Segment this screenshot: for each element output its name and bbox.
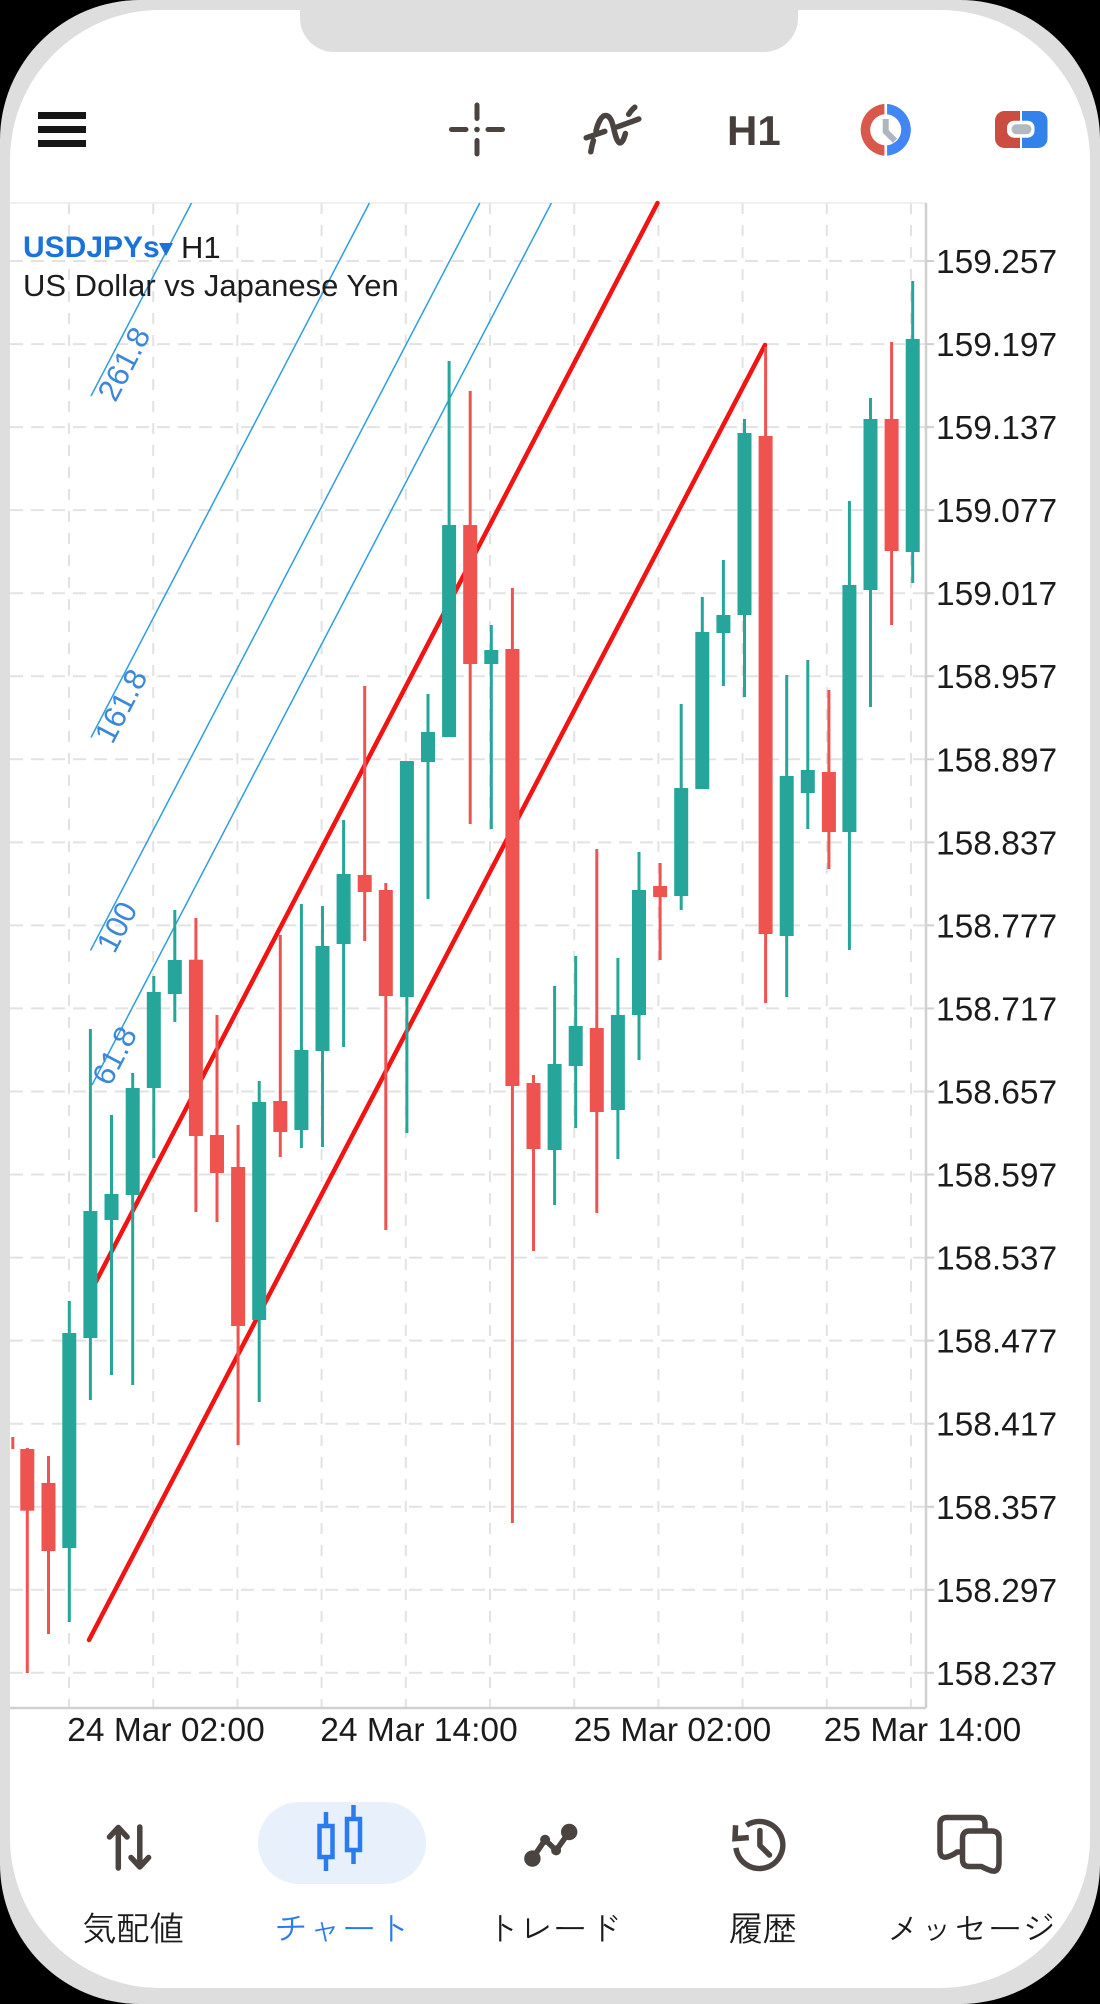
svg-text:158.897: 158.897 bbox=[936, 742, 1057, 779]
svg-text:24 Mar 14:00: 24 Mar 14:00 bbox=[320, 1712, 517, 1749]
svg-text:159.257: 159.257 bbox=[936, 244, 1057, 281]
svg-text:61.8: 61.8 bbox=[85, 1021, 144, 1091]
svg-text:158.717: 158.717 bbox=[936, 991, 1057, 1028]
svg-text:25 Mar 14:00: 25 Mar 14:00 bbox=[824, 1712, 1021, 1749]
svg-text:24 Mar 02:00: 24 Mar 02:00 bbox=[67, 1712, 264, 1749]
svg-text:100: 100 bbox=[90, 896, 145, 958]
svg-text:158.537: 158.537 bbox=[936, 1241, 1057, 1278]
svg-text:158.957: 158.957 bbox=[936, 659, 1057, 696]
svg-text:159.137: 159.137 bbox=[936, 410, 1057, 447]
svg-text:159.077: 159.077 bbox=[936, 493, 1057, 530]
svg-text:25 Mar 02:00: 25 Mar 02:00 bbox=[574, 1712, 771, 1749]
svg-text:158.357: 158.357 bbox=[936, 1490, 1057, 1527]
svg-text:158.237: 158.237 bbox=[936, 1656, 1057, 1693]
svg-text:158.477: 158.477 bbox=[936, 1324, 1057, 1361]
svg-text:158.597: 158.597 bbox=[936, 1158, 1057, 1195]
svg-text:159.197: 159.197 bbox=[936, 327, 1057, 364]
svg-text:158.657: 158.657 bbox=[936, 1075, 1057, 1112]
svg-text:159.017: 159.017 bbox=[936, 576, 1057, 613]
svg-text:158.837: 158.837 bbox=[936, 825, 1057, 862]
svg-text:158.777: 158.777 bbox=[936, 908, 1057, 945]
svg-text:158.297: 158.297 bbox=[936, 1573, 1057, 1610]
svg-text:158.417: 158.417 bbox=[936, 1407, 1057, 1444]
svg-text:261.8: 261.8 bbox=[91, 322, 158, 407]
